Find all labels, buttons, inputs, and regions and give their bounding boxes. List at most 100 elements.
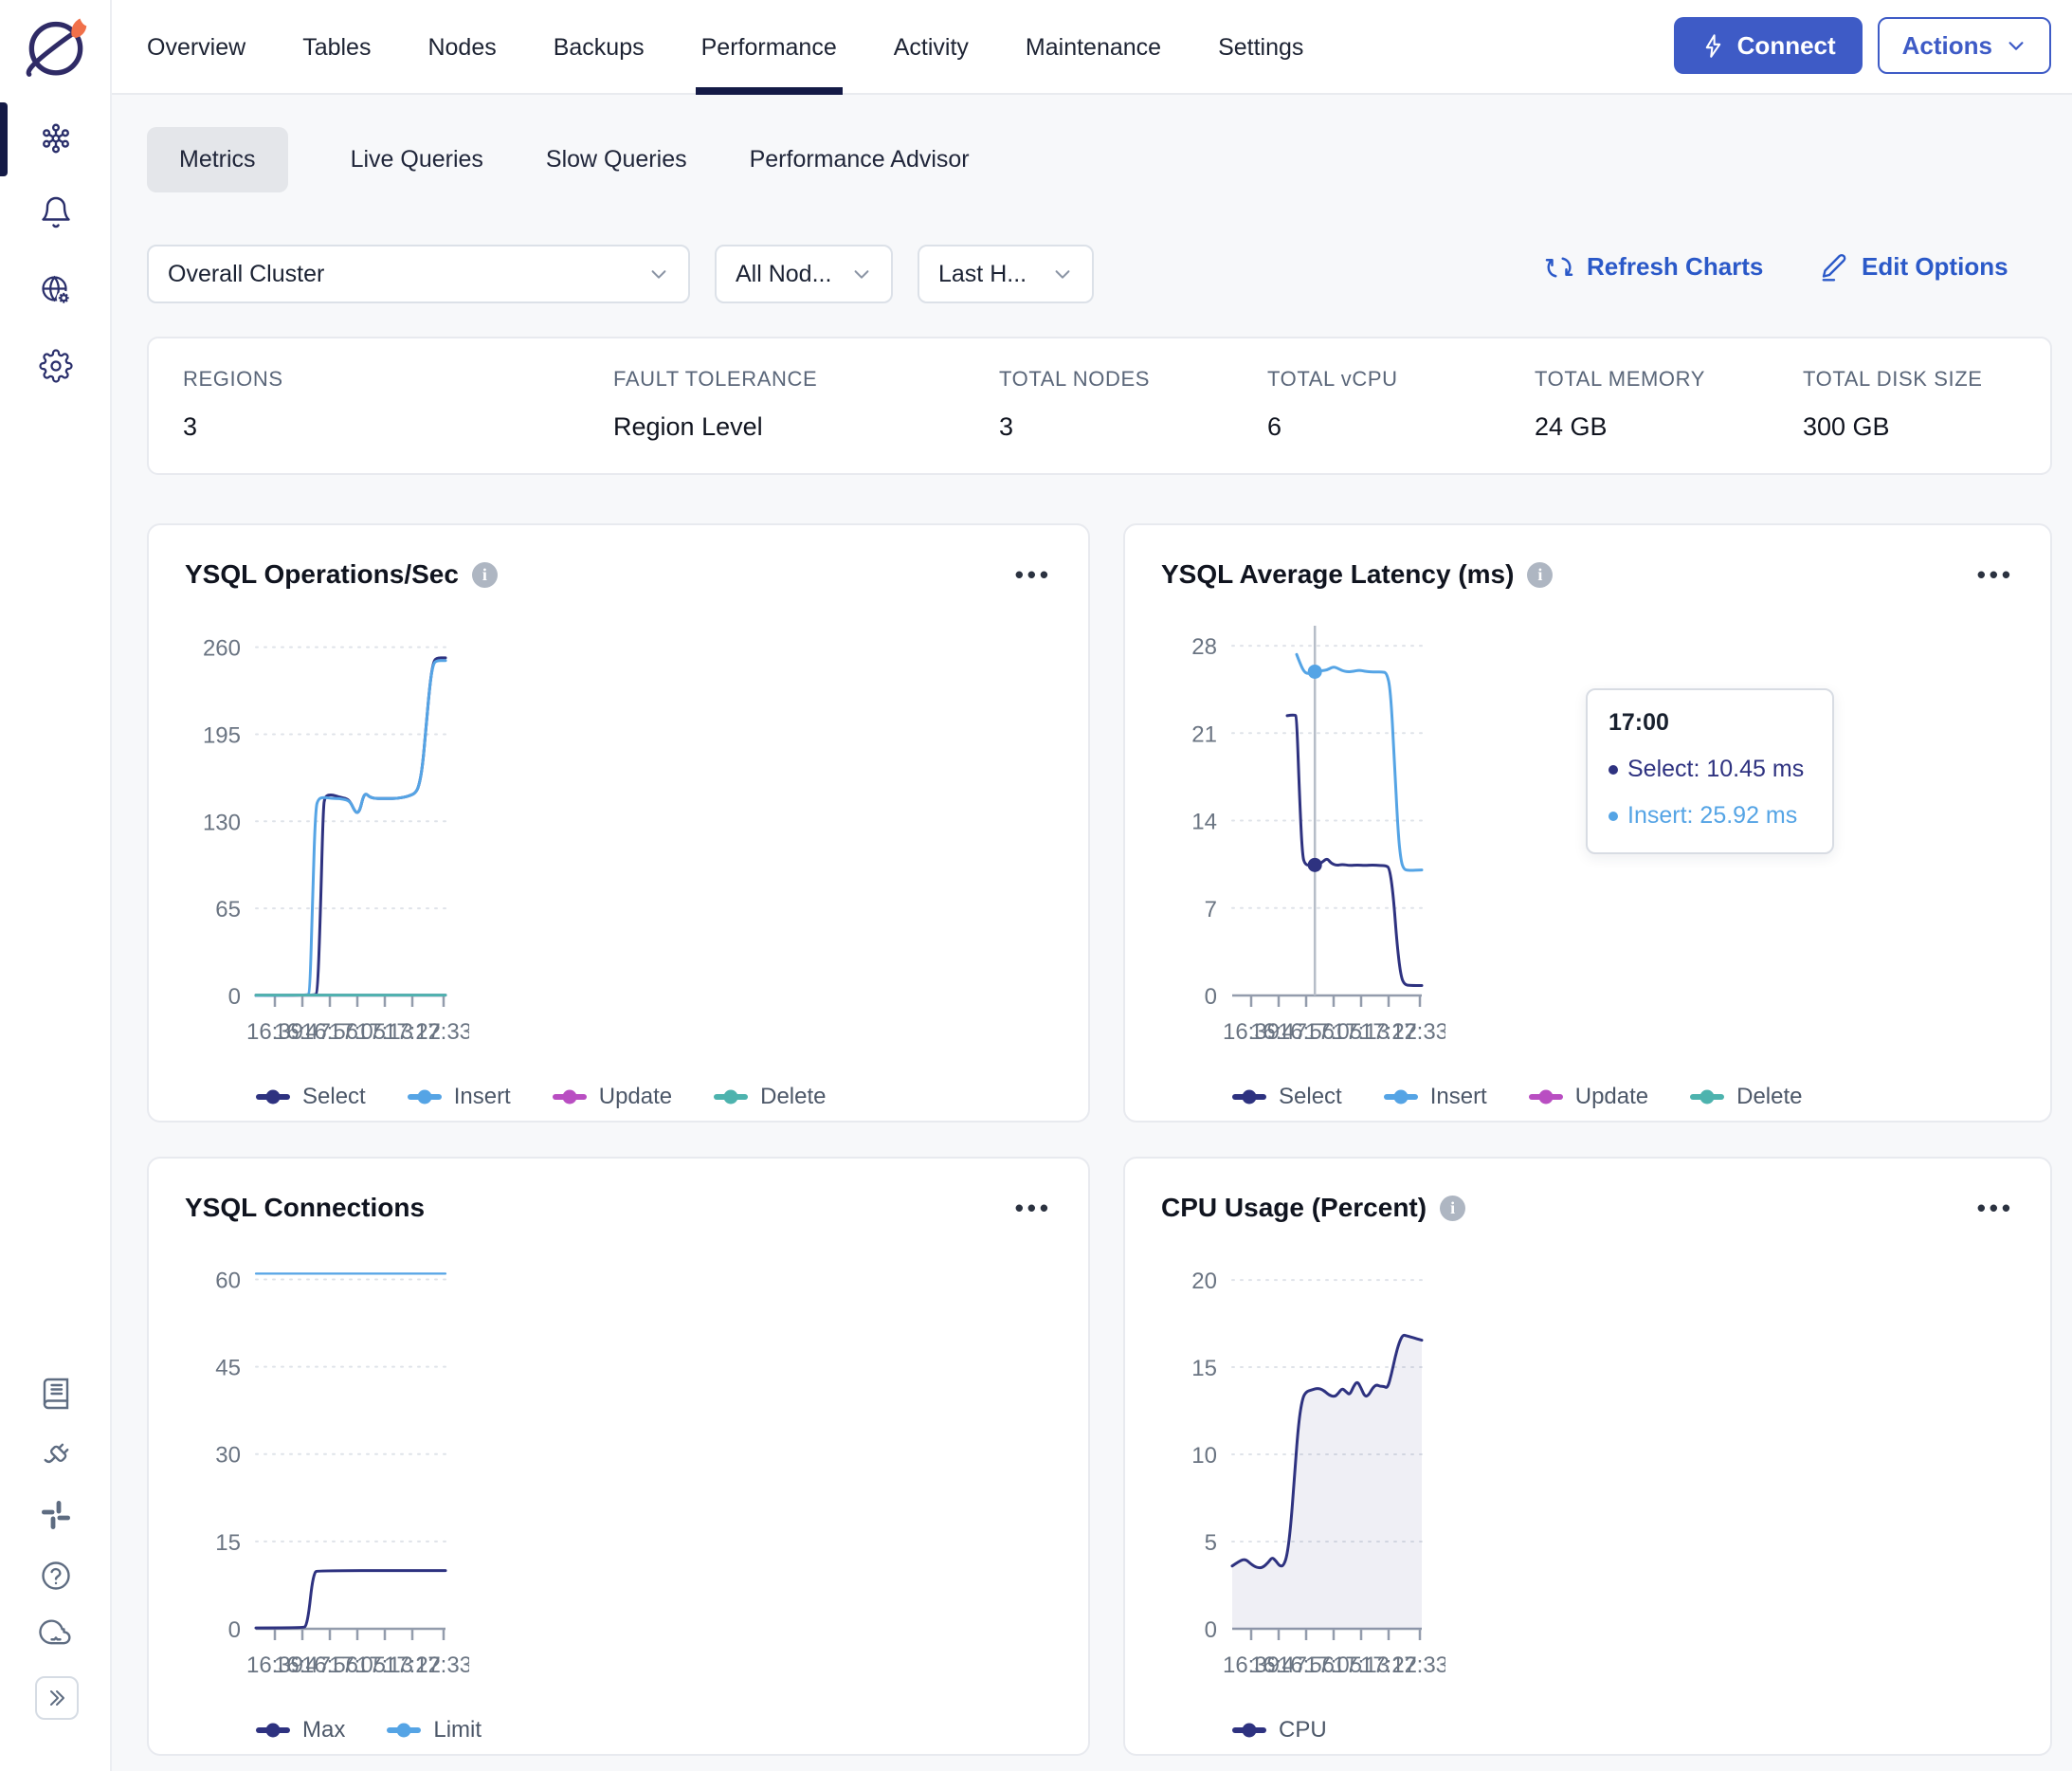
svg-text:0: 0 xyxy=(228,1617,241,1643)
time-range-dropdown[interactable]: Last H... xyxy=(918,245,1094,303)
cluster-icon[interactable] xyxy=(0,121,112,155)
svg-text:17:13: 17:13 xyxy=(1333,1652,1390,1678)
nodes-value: All Nod... xyxy=(736,260,832,287)
subtab-metrics[interactable]: Metrics xyxy=(147,127,288,192)
legend-label: Insert xyxy=(453,1084,511,1109)
svg-text:28: 28 xyxy=(1191,634,1217,660)
svg-text:15: 15 xyxy=(1191,1356,1217,1381)
tab-backups[interactable]: Backups xyxy=(553,33,645,61)
sidebar-expand-button[interactable] xyxy=(35,1676,79,1720)
subtab-live-queries[interactable]: Live Queries xyxy=(350,146,483,173)
legend-marker xyxy=(407,1094,442,1100)
legend-item-update[interactable]: Update xyxy=(552,1084,672,1110)
edit-options-button[interactable]: Edit Options xyxy=(1820,252,2008,282)
ysql-connections-chart-canvas[interactable]: 0 15 30 45 60 16:3916:4716:5617:0517:1317:221… xyxy=(185,1238,469,1705)
cluster-scope-dropdown[interactable]: Overall Cluster xyxy=(147,245,690,303)
svg-text:17:33: 17:33 xyxy=(415,1652,469,1678)
svg-text:16:47: 16:47 xyxy=(274,1019,331,1045)
legend-item-select[interactable]: Select xyxy=(1232,1084,1342,1110)
chart-title: YSQL Connections xyxy=(185,1193,426,1222)
chevron-down-icon xyxy=(2008,42,2024,50)
chart-title: CPU Usage (Percent) xyxy=(1161,1193,1427,1222)
subtab-slow-queries[interactable]: Slow Queries xyxy=(545,146,687,173)
summary-total-disk: TOTAL DISK SIZE 300 GB xyxy=(1803,338,1983,473)
tab-performance[interactable]: Performance xyxy=(695,0,843,95)
tab-tables[interactable]: Tables xyxy=(302,33,372,61)
chart-menu-button[interactable]: ••• xyxy=(1976,560,2014,589)
chevron-down-icon xyxy=(651,270,666,279)
tab-activity[interactable]: Activity xyxy=(893,33,969,61)
legend-item-delete[interactable]: Delete xyxy=(1690,1084,1803,1110)
legend-label: CPU xyxy=(1279,1717,1327,1743)
tab-settings[interactable]: Settings xyxy=(1218,33,1304,61)
connect-button[interactable]: Connect xyxy=(1673,17,1863,74)
summary-label: TOTAL NODES xyxy=(999,367,1150,391)
integrations-plug-icon[interactable] xyxy=(0,1439,112,1473)
svg-text:0: 0 xyxy=(228,984,241,1010)
notifications-bell-icon[interactable] xyxy=(0,195,112,229)
ysql-operations-chart-canvas[interactable]: 0 65 130 195 260 16:3916:4716:5617:0517:1317:… xyxy=(185,605,469,1071)
summary-total-vcpu: TOTAL vCPU 6 xyxy=(1267,338,1398,473)
subtab-performance-advisor[interactable]: Performance Advisor xyxy=(749,146,970,173)
yugabyte-logo-icon[interactable] xyxy=(20,9,92,82)
summary-value: Region Level xyxy=(613,412,763,441)
chart-card-ysql-connections: YSQL Connections ••• 0 15 30 45 60 16:39 16:47… xyxy=(147,1157,1090,1756)
tab-nodes[interactable]: Nodes xyxy=(427,33,497,61)
settings-gear-icon[interactable] xyxy=(0,349,112,383)
chart-card-cpu-usage: CPU Usage (Percent) i ••• 0 5 10 15 20 16:39 1… xyxy=(1123,1157,2052,1756)
info-icon[interactable]: i xyxy=(1440,1195,1466,1221)
svg-text:16:47: 16:47 xyxy=(1250,1019,1307,1045)
legend-item-max[interactable]: Max xyxy=(256,1717,345,1744)
svg-text:16:56: 16:56 xyxy=(1278,1652,1335,1678)
tooltip-text: Select: 10.45 ms xyxy=(1627,756,1805,782)
legend-marker xyxy=(714,1094,749,1100)
chart-menu-button[interactable]: ••• xyxy=(1976,1194,2014,1222)
legend-marker xyxy=(1232,1094,1266,1100)
info-icon[interactable]: i xyxy=(471,561,498,588)
svg-text:17:33: 17:33 xyxy=(415,1019,469,1045)
docs-book-icon[interactable] xyxy=(0,1377,112,1411)
network-settings-globe-icon[interactable] xyxy=(0,273,112,307)
chart-menu-button[interactable]: ••• xyxy=(1014,1194,1052,1222)
svg-text:17:22: 17:22 xyxy=(384,1019,441,1045)
legend-marker xyxy=(552,1094,587,1100)
active-nav-indicator xyxy=(0,102,8,176)
chevron-down-icon xyxy=(854,270,869,279)
svg-text:16:47: 16:47 xyxy=(274,1652,331,1678)
refresh-charts-label: Refresh Charts xyxy=(1587,252,1764,281)
actions-button-label: Actions xyxy=(1901,30,1992,60)
svg-text:130: 130 xyxy=(203,810,241,835)
summary-total-nodes: TOTAL NODES 3 xyxy=(999,338,1150,473)
chart-legend: Select Insert Update Delete xyxy=(1232,1073,2014,1121)
legend-item-update[interactable]: Update xyxy=(1528,1084,1648,1110)
legend-item-insert[interactable]: Insert xyxy=(407,1084,511,1110)
cpu-usage-chart-canvas[interactable]: 0 5 10 15 20 16:3916:4716:5617:0517:1317:2217… xyxy=(1161,1238,1445,1705)
cloud-icon[interactable] xyxy=(0,1617,112,1652)
cluster-scope-value: Overall Cluster xyxy=(168,260,325,287)
filter-row: Overall Cluster All Nod... Last H... Ref… xyxy=(147,245,2052,303)
svg-text:260: 260 xyxy=(203,636,241,662)
legend-label: Delete xyxy=(1736,1084,1803,1109)
legend-item-insert[interactable]: Insert xyxy=(1383,1084,1487,1110)
summary-label: FAULT TOLERANCE xyxy=(613,367,818,391)
legend-item-limit[interactable]: Limit xyxy=(387,1717,482,1744)
nodes-dropdown[interactable]: All Nod... xyxy=(715,245,893,303)
slack-icon[interactable] xyxy=(0,1498,112,1532)
chart-legend: Max Limit xyxy=(256,1707,1052,1754)
svg-text:7: 7 xyxy=(1205,897,1217,922)
legend-item-select[interactable]: Select xyxy=(256,1084,366,1110)
help-icon[interactable] xyxy=(0,1559,112,1593)
tab-maintenance[interactable]: Maintenance xyxy=(1025,33,1162,61)
tooltip-dot xyxy=(1609,764,1618,775)
actions-button[interactable]: Actions xyxy=(1877,17,2051,74)
ysql-latency-chart-canvas[interactable]: 0 7 14 21 28 16:3916:4716:5617:0517:1317:2217… xyxy=(1161,605,1445,1071)
legend-label: Max xyxy=(302,1717,346,1743)
legend-item-cpu[interactable]: CPU xyxy=(1232,1717,1327,1744)
tab-overview[interactable]: Overview xyxy=(147,33,246,61)
info-icon[interactable]: i xyxy=(1527,561,1554,588)
legend-item-delete[interactable]: Delete xyxy=(714,1084,827,1110)
refresh-charts-button[interactable]: Refresh Charts xyxy=(1545,252,1763,282)
svg-text:16:47: 16:47 xyxy=(1250,1652,1307,1678)
tooltip-time: 17:00 xyxy=(1609,709,1669,736)
chart-menu-button[interactable]: ••• xyxy=(1014,560,1052,589)
